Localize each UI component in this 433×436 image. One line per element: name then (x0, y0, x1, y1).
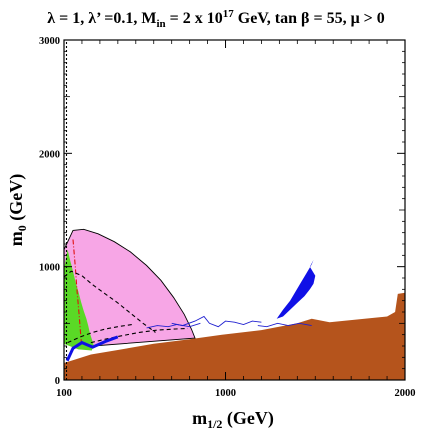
y-tick-label: 3000 (39, 36, 60, 47)
plot-marks (64, 40, 405, 380)
x-tick-label: 100 (56, 388, 72, 399)
y-tick-label: 1000 (39, 263, 60, 274)
title-part-3: = 2 x 10 (166, 10, 223, 27)
blue-thin-contour (171, 315, 262, 328)
blue-thick (65, 335, 119, 362)
y-axis-label-unit: (GeV) (6, 174, 27, 225)
red-dash-dot (72, 239, 83, 345)
plot-area: 100 1000 2000 0 1000 2000 3000 (39, 36, 416, 399)
y-tick-label: 2000 (39, 149, 60, 160)
x-axis-label: m1/2 (GeV) (192, 408, 274, 431)
x-axis-label-main: m (192, 408, 207, 428)
brown-region (64, 292, 405, 380)
title-part-1: λ = 1, λ’ =0.1, M (47, 10, 156, 27)
chart-title: λ = 1, λ’ =0.1, Min = 2 x 1017 GeV, tan … (47, 8, 385, 30)
pink-region (64, 228, 196, 347)
y-tick-label: 0 (55, 376, 60, 387)
blue-thin-contour-3 (257, 322, 312, 328)
x-axis-label-unit: (GeV) (222, 408, 273, 429)
x-tick-label: 1000 (215, 388, 236, 399)
blue-spot-region (276, 259, 316, 319)
title-part-5: GeV, tan β = 55, μ > 0 (234, 10, 385, 27)
x-axis-label-sub: 1/2 (207, 417, 222, 431)
blue-thin-contour-2 (146, 322, 201, 329)
title-part-2: in (156, 18, 165, 30)
green-region (64, 249, 94, 351)
y-axis-label: m0 (GeV) (6, 174, 29, 246)
y-axis-label-sub: 0 (15, 225, 29, 231)
black-dashed-curve-2 (90, 327, 188, 344)
title-part-4: 17 (223, 8, 235, 20)
y-axis-label-main: m (6, 231, 26, 246)
x-tick-label: 2000 (395, 388, 416, 399)
black-dashed-curve (64, 270, 156, 333)
